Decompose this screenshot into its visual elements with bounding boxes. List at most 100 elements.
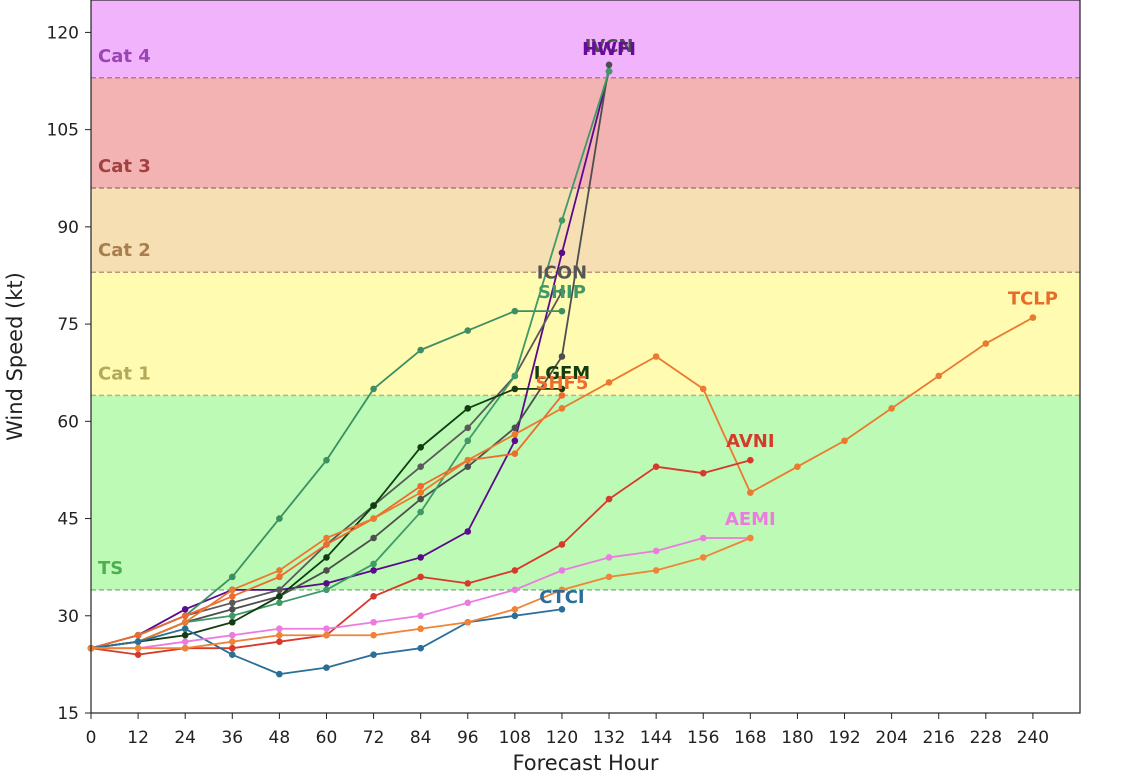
x-tick-label: 12	[127, 728, 149, 748]
x-tick-label: 144	[640, 728, 672, 748]
band-cat-4	[91, 0, 1080, 78]
data-point-hwfi	[558, 249, 566, 257]
data-point-avni	[228, 644, 236, 652]
x-tick-label: 216	[922, 728, 954, 748]
band-ts	[91, 395, 1080, 590]
data-point-tclp	[935, 372, 943, 380]
data-point-tclp	[228, 586, 236, 594]
data-point-ofci	[370, 631, 377, 639]
data-point-ivcn	[605, 61, 613, 69]
band-label-ts: TS	[98, 558, 123, 579]
y-tick-label: 105	[47, 121, 79, 141]
data-point-ship	[417, 346, 424, 354]
data-point-hwfi	[417, 554, 424, 561]
data-point-icon	[228, 599, 236, 607]
data-point-hwrf	[417, 508, 424, 516]
x-tick-label: 48	[269, 728, 291, 748]
x-tick-label: 72	[363, 728, 385, 748]
data-point-ship	[558, 307, 566, 315]
data-point-avni	[134, 651, 142, 658]
data-point-dshp	[417, 482, 424, 490]
data-point-tclp	[323, 534, 330, 542]
data-point-ofci	[181, 644, 189, 652]
data-point-ivcn	[417, 495, 424, 503]
data-point-ivcn	[558, 353, 566, 360]
series-label-icon: ICON	[537, 263, 587, 284]
y-tick-label: 45	[57, 510, 79, 530]
data-point-lgem	[558, 385, 566, 393]
x-tick-label: 192	[828, 728, 860, 748]
data-point-dshp	[228, 593, 236, 600]
data-point-aemi	[228, 631, 236, 639]
series-label-hwfi: HWFI	[582, 39, 636, 60]
x-tick-label: 36	[221, 728, 243, 748]
data-point-ofci	[511, 605, 519, 613]
data-point-avni	[652, 463, 660, 470]
y-tick-label: 15	[57, 704, 79, 724]
series-label-ship: SHIP	[538, 282, 586, 303]
data-point-aemi	[181, 638, 189, 645]
data-point-lgem	[323, 554, 330, 561]
data-point-tclp	[417, 489, 424, 496]
data-point-tclp	[558, 405, 566, 412]
data-point-tclp	[699, 385, 707, 393]
x-tick-label: 120	[546, 728, 578, 748]
data-point-hwrf	[228, 612, 236, 620]
data-point-aemi	[558, 567, 566, 574]
data-point-ofci	[605, 573, 613, 581]
data-point-aemi	[699, 534, 707, 542]
intensity-bands: TS Cat 1 Cat 2 Cat 3 Cat 4	[91, 0, 1080, 591]
data-point-ship	[511, 307, 519, 315]
x-tick-label: 0	[86, 728, 97, 748]
series-label-lgem: LGEM	[534, 363, 590, 384]
data-point-dshp	[323, 541, 330, 548]
band-label-cat-4: Cat 4	[98, 46, 151, 67]
data-point-avni	[276, 638, 283, 645]
data-point-tclp	[747, 489, 754, 496]
data-point-dshp	[276, 573, 283, 581]
data-point-aemi	[370, 618, 377, 626]
data-point-ofci	[323, 631, 330, 639]
data-point-hwfi	[323, 580, 330, 587]
data-point-ofci	[652, 567, 660, 574]
y-axis: 15 30 45 60 75 90 105 120	[47, 23, 91, 724]
data-point-ctci	[181, 625, 189, 633]
data-point-lgem	[370, 502, 377, 509]
series-label-aemi: AEMI	[725, 509, 776, 530]
data-point-hwrf	[323, 586, 330, 594]
data-point-tclp	[370, 515, 377, 522]
band-cat-1	[91, 272, 1080, 396]
data-point-tclp	[181, 618, 189, 626]
data-point-tclp	[511, 430, 519, 438]
x-tick-label: 168	[734, 728, 766, 748]
data-point-hwrf	[511, 372, 519, 380]
data-point-ivcn	[464, 463, 472, 470]
series-label-tclp: TCLP	[1008, 289, 1058, 310]
x-tick-label: 228	[970, 728, 1002, 748]
data-point-hwrf	[464, 437, 472, 445]
data-point-hwrf	[558, 217, 566, 224]
data-point-dshp	[511, 450, 519, 458]
data-point-ctci	[134, 638, 142, 645]
band-label-cat-1: Cat 1	[98, 363, 151, 384]
forecast-series	[87, 61, 1037, 678]
data-point-aemi	[276, 625, 283, 633]
data-point-avni	[464, 580, 472, 587]
x-tick-label: 132	[593, 728, 625, 748]
data-point-ivcn	[323, 567, 330, 574]
data-point-aemi	[464, 599, 472, 607]
data-point-tclp	[464, 456, 472, 464]
data-point-avni	[511, 567, 519, 574]
data-point-dshp	[558, 392, 566, 399]
y-tick-label: 30	[57, 607, 79, 627]
series-label-avni: AVNI	[726, 431, 774, 452]
data-point-icon	[276, 586, 283, 594]
data-point-ofci	[276, 631, 283, 639]
y-tick-label: 60	[57, 412, 79, 432]
data-point-hwfi	[464, 528, 472, 535]
data-point-ctci	[323, 664, 330, 671]
series-label-ctci: CTCI	[539, 587, 584, 608]
